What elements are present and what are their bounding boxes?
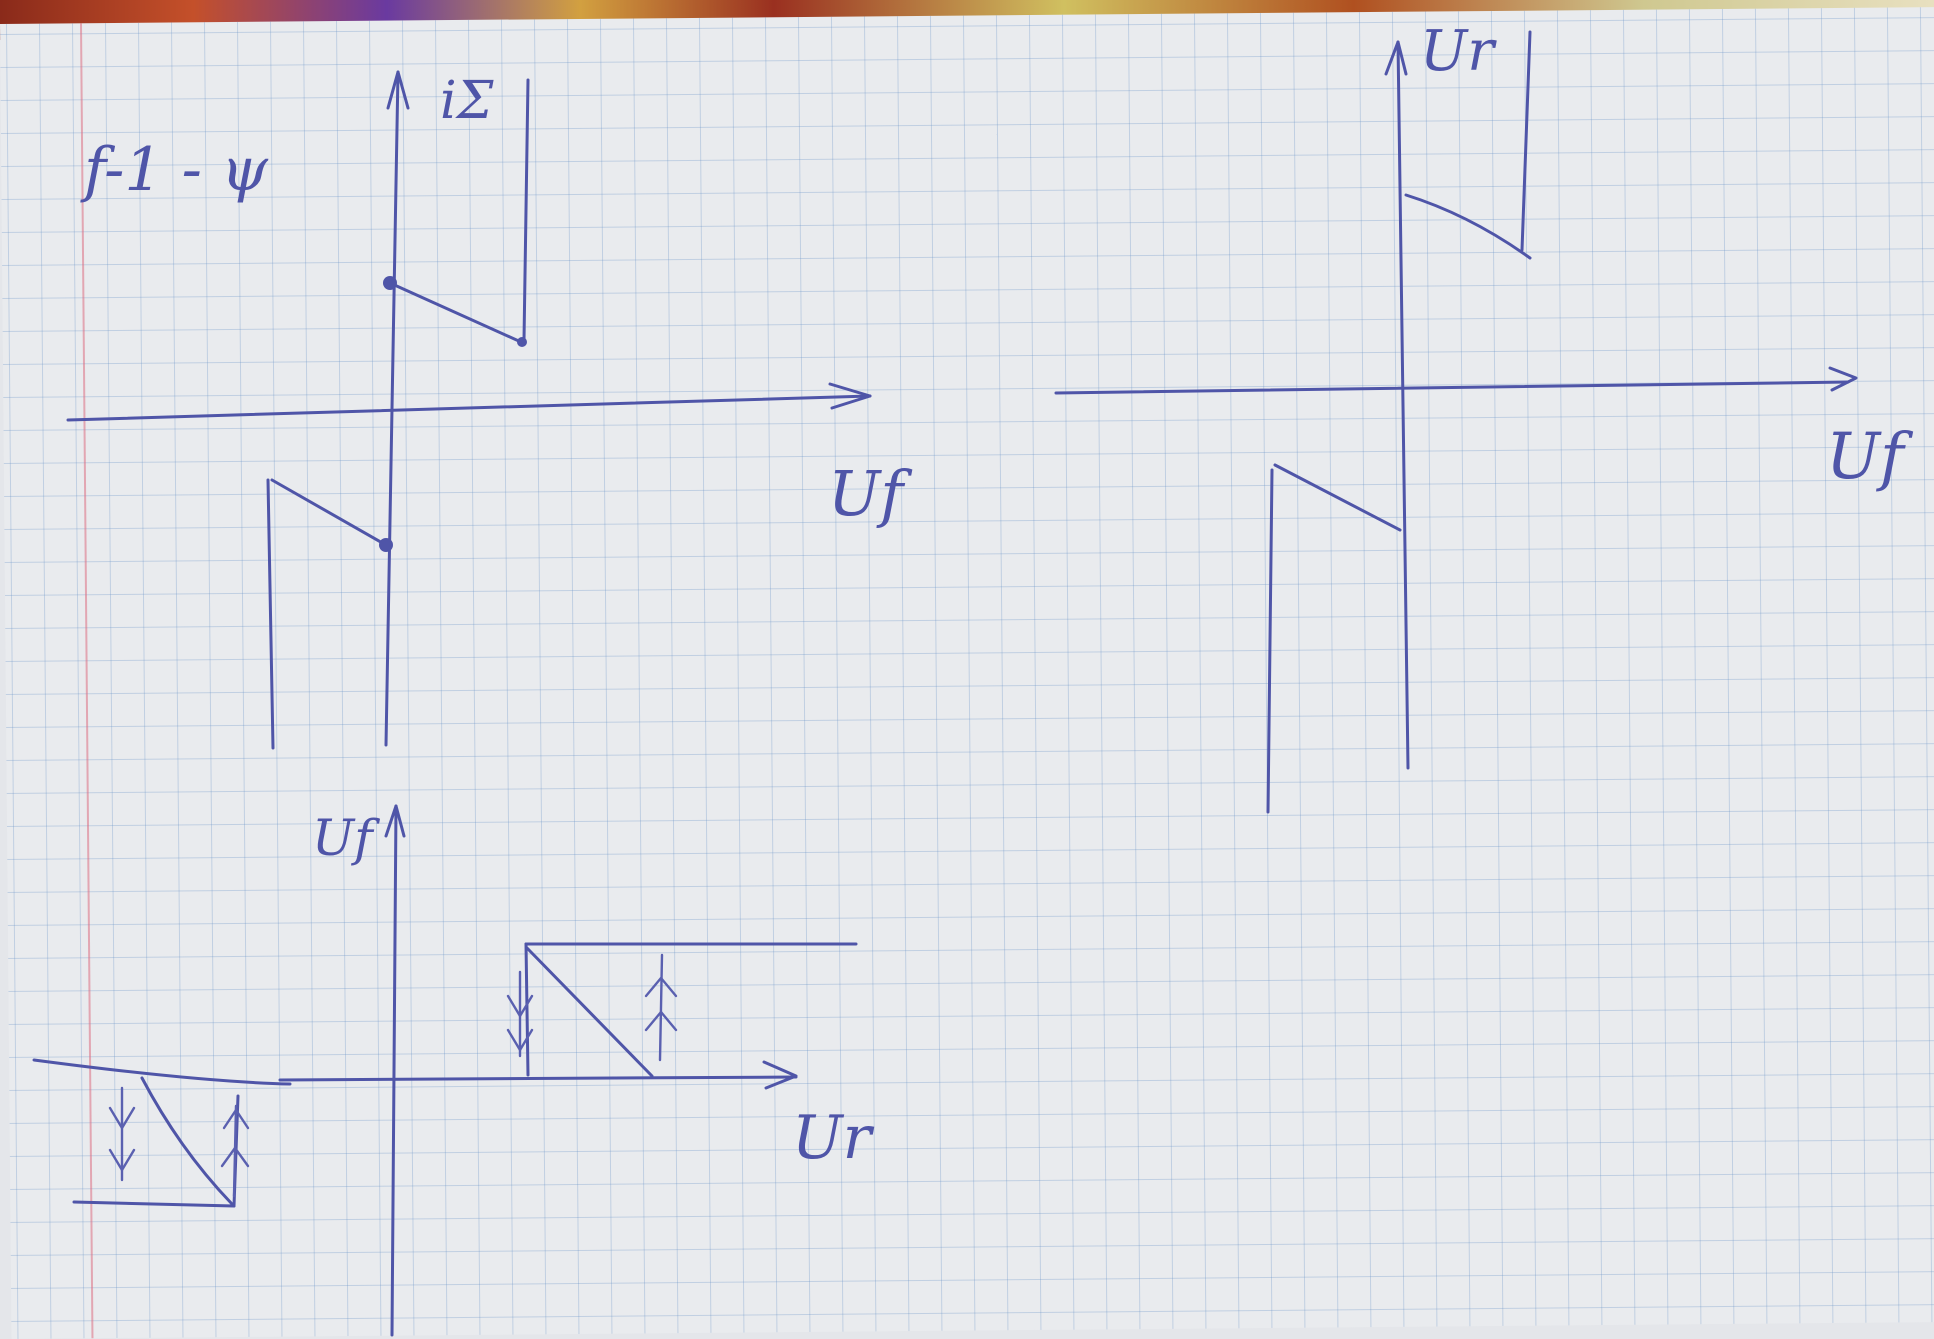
top-left-upper-vertical bbox=[522, 78, 530, 342]
bottom-x-axis bbox=[278, 1075, 798, 1082]
top-right-lower-slope bbox=[1273, 463, 1402, 532]
bottom-y-axis bbox=[390, 804, 398, 1337]
top-left-y-label: iΣ bbox=[440, 71, 494, 131]
top-left-x-label: Uf bbox=[828, 457, 913, 530]
bottom-right-up-arrow-stem bbox=[658, 953, 664, 1062]
bottom-right-up-arrow-1 bbox=[644, 976, 678, 998]
bottom-y-label: Uf bbox=[312, 809, 380, 867]
bottom-left-up-arrow-2 bbox=[220, 1146, 250, 1168]
top-left-upper-slope bbox=[388, 281, 523, 344]
bottom-left-down-arrow-1 bbox=[108, 1106, 136, 1130]
bottom-left-loop-diagonal bbox=[140, 1076, 234, 1206]
top-right-upper-vertical bbox=[1520, 30, 1532, 252]
bottom-right-down-arrow-1 bbox=[506, 994, 534, 1018]
bottom-right-up-arrow-2 bbox=[644, 1010, 678, 1032]
bottom-left-down-arrow-2 bbox=[108, 1148, 136, 1172]
graph-top-left-title: f-1 - ψ bbox=[80, 135, 269, 205]
bottom-x-arrow bbox=[762, 1060, 798, 1090]
top-right-y-arrow bbox=[1384, 40, 1408, 76]
top-right-x-arrow bbox=[1828, 366, 1858, 392]
top-left-y-arrow bbox=[386, 70, 410, 110]
bottom-right-down-arrow-2 bbox=[506, 1028, 534, 1052]
top-left-lower-point bbox=[379, 538, 393, 552]
top-left-upper-point bbox=[383, 276, 397, 290]
bottom-left-up-arrow-1 bbox=[222, 1108, 250, 1130]
top-left-y-axis bbox=[384, 70, 400, 747]
bottom-left-loop-bottom bbox=[72, 1200, 236, 1208]
top-right-y-label: Ur bbox=[1420, 19, 1497, 84]
top-left-upper-end-point bbox=[517, 337, 527, 347]
bottom-left-up-arrow-stem bbox=[232, 1104, 238, 1198]
top-right-upper-slope bbox=[1404, 193, 1532, 260]
graph-top-right: Uf Ur bbox=[1054, 19, 1914, 814]
top-left-lower-slope bbox=[270, 478, 388, 547]
graph-bottom: Ur Uf bbox=[32, 804, 875, 1337]
bottom-right-loop-left bbox=[524, 942, 530, 1077]
top-left-x-arrow bbox=[828, 382, 872, 410]
top-right-x-label: Uf bbox=[1826, 420, 1914, 494]
top-right-y-axis bbox=[1396, 40, 1410, 770]
top-left-x-axis bbox=[66, 394, 872, 422]
bottom-x-axis-left bbox=[32, 1058, 292, 1086]
top-left-lower-vertical bbox=[266, 478, 275, 750]
graph-top-left: f-1 - ψ Uf iΣ bbox=[66, 70, 913, 750]
top-right-lower-vertical bbox=[1266, 468, 1274, 814]
bottom-y-arrow bbox=[384, 804, 406, 838]
bottom-right-loop-diagonal bbox=[525, 946, 654, 1078]
bottom-x-label: Ur bbox=[792, 1103, 875, 1173]
top-right-x-axis bbox=[1054, 380, 1850, 395]
